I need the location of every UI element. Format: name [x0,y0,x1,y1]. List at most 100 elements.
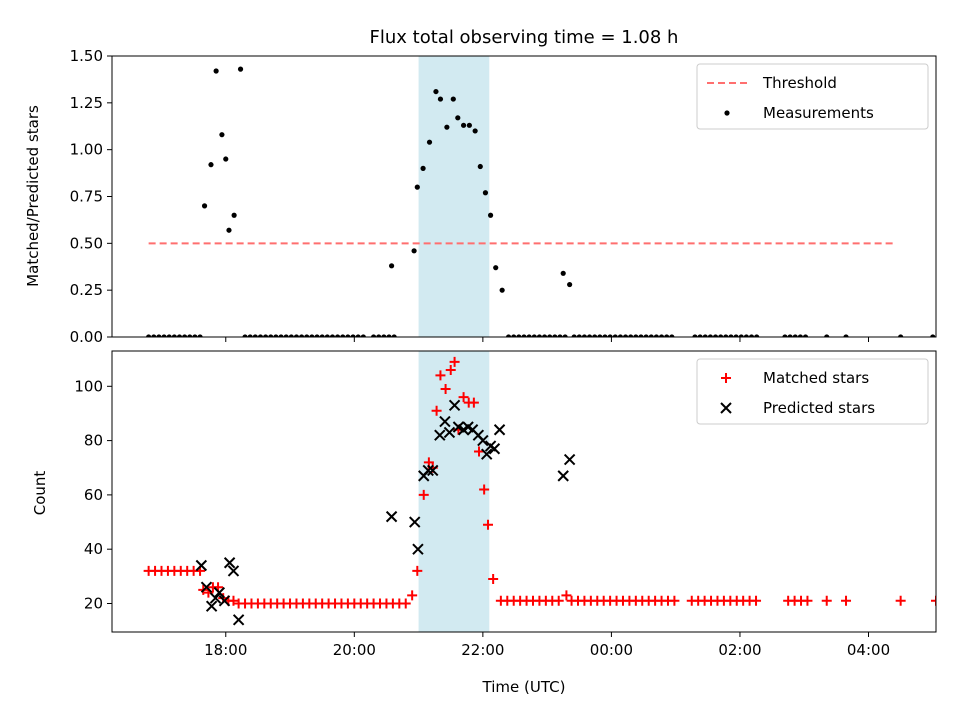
measurement-point [628,334,634,337]
matched-star-point [561,590,572,601]
measurement-point [728,334,734,337]
xtick-label: 02:00 [718,641,761,659]
measurement-point [586,334,593,337]
measurement-point [208,162,214,168]
bottom-plot-area: 20 40 60 80 100 18:00 20:00 22:00 00:00 02:00 04:0… [74,350,960,659]
measurement-point [263,334,269,337]
measurement-point [350,334,356,337]
measurement-point [526,334,532,337]
measurement-point [521,334,527,337]
measurement-point [560,270,566,276]
top-ytick-label: 0.00 [70,328,103,346]
measurement-point [219,132,225,138]
measurement-point [426,139,433,145]
predicted-star-point [195,559,208,572]
measurement-point [201,203,208,209]
matched-star-point [468,397,479,408]
measurement-point [482,190,489,196]
predicted-star-point [409,516,421,528]
matched-star-point [440,384,451,395]
matched-star-point [895,595,906,606]
measurement-point [226,227,232,233]
measurement-point [268,334,274,337]
measurement-point [664,334,670,337]
predicted-star-point [232,614,245,626]
measurement-point [171,334,177,337]
top-shaded-span [418,56,490,337]
predicted-star-point [213,586,226,599]
measurement-point [381,334,387,337]
predicted-star-point [227,565,240,577]
measurement-point [505,334,512,337]
matched-star-point [553,595,564,606]
measurement-point [567,281,573,288]
measurement-point [450,96,456,102]
measurement-point [146,334,152,337]
measurement-point [697,334,703,337]
top-ytick-label: 1.50 [70,47,103,65]
measurement-point [743,334,749,337]
matched-star-point [821,595,832,606]
measurement-point [370,334,377,337]
matched-star-point [407,590,418,601]
measurement-point [388,263,395,269]
predicted-star-point [477,434,489,447]
measurement-point [242,334,248,337]
measurement-point [552,334,558,337]
measurement-point [898,334,904,337]
bottom-xlabel: Time (UTC) [482,678,566,696]
measurement-point [536,334,543,337]
measurement-point [231,212,237,218]
measurement-point [531,334,537,337]
top-ytick-label: 0.50 [70,234,103,252]
matched-star-point [445,365,456,376]
measurement-point [787,334,793,337]
measurement-point [658,334,665,337]
measurement-point [223,156,229,162]
predicted-star-point [434,429,446,441]
xtick-label: 20:00 [333,641,376,659]
matched-star-point [431,405,442,416]
predicted-star-point [412,543,424,555]
matched-star-point [449,356,460,367]
matched-star-point [474,446,485,457]
predicted-star-point [209,592,222,604]
measurement-point [420,165,426,171]
measurement-point [843,334,849,337]
measurement-point [444,124,450,130]
matched-star-point [950,596,960,606]
measurement-point [324,334,330,337]
measurement-point [314,334,320,337]
matched-star-point [479,484,490,495]
measurement-point [414,184,420,190]
measurement-point [340,334,346,337]
xtick-label: 18:00 [204,641,247,659]
matched-star-point [841,595,852,606]
measurement-point [493,265,499,271]
predicted-star-point [223,557,236,569]
measurement-point [273,334,279,337]
measurement-point [386,334,392,337]
measurement-point [156,334,162,337]
measurement-point [669,334,675,337]
top-ylabel: Matched/Predicted stars [24,105,42,287]
predicted-star-point [481,448,493,460]
bottom-ylabel: Count [31,471,49,516]
measurement-point [612,334,618,337]
top-ytick-label: 0.75 [70,188,103,206]
measurement-point [247,334,253,337]
predicted-star-point [205,600,218,612]
top-ytick-label: 0.25 [70,281,103,299]
top-ytick-label: 1.25 [70,94,103,112]
predicted-star-point [443,426,456,439]
measurement-point [581,334,588,337]
matched-star-point [228,595,239,606]
bottom-axes-frame [111,350,937,633]
matched-star-point [418,489,429,500]
legend-label: Predicted stars [763,399,875,417]
predicted-star-point [422,464,434,477]
measurement-point [633,334,639,337]
measurement-point [487,212,494,218]
measurement-point [237,66,244,72]
matched-star-point [483,519,494,530]
